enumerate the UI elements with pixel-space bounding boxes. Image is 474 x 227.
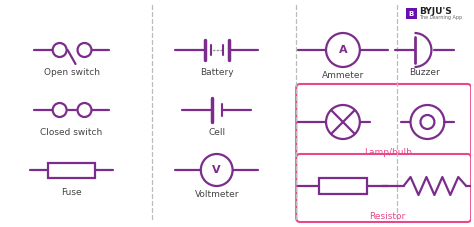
Text: Fuse: Fuse (61, 188, 82, 197)
Text: Ammeter: Ammeter (322, 71, 364, 80)
Circle shape (53, 43, 67, 57)
Circle shape (78, 43, 91, 57)
Circle shape (420, 115, 434, 129)
Text: Closed switch: Closed switch (40, 128, 103, 137)
Text: Open switch: Open switch (44, 68, 100, 77)
Circle shape (326, 33, 360, 67)
Text: Battery: Battery (200, 68, 234, 77)
Text: A: A (338, 45, 347, 55)
FancyBboxPatch shape (296, 84, 471, 157)
Bar (319, 178, 367, 194)
Circle shape (201, 154, 233, 186)
Circle shape (78, 103, 91, 117)
FancyBboxPatch shape (296, 154, 471, 222)
Text: V: V (212, 165, 221, 175)
FancyBboxPatch shape (406, 8, 417, 19)
Text: Resistor: Resistor (370, 212, 406, 221)
Circle shape (326, 105, 360, 139)
Circle shape (53, 103, 67, 117)
Circle shape (410, 105, 444, 139)
Text: B: B (409, 10, 414, 17)
Text: Buzzer: Buzzer (409, 68, 440, 77)
Text: Voltmeter: Voltmeter (194, 190, 239, 199)
Text: BYJU'S: BYJU'S (419, 7, 452, 17)
Text: Cell: Cell (208, 128, 225, 137)
Bar (48, 163, 95, 178)
Text: The Learning App: The Learning App (419, 15, 463, 20)
Text: Lamp/bulb: Lamp/bulb (364, 148, 411, 157)
